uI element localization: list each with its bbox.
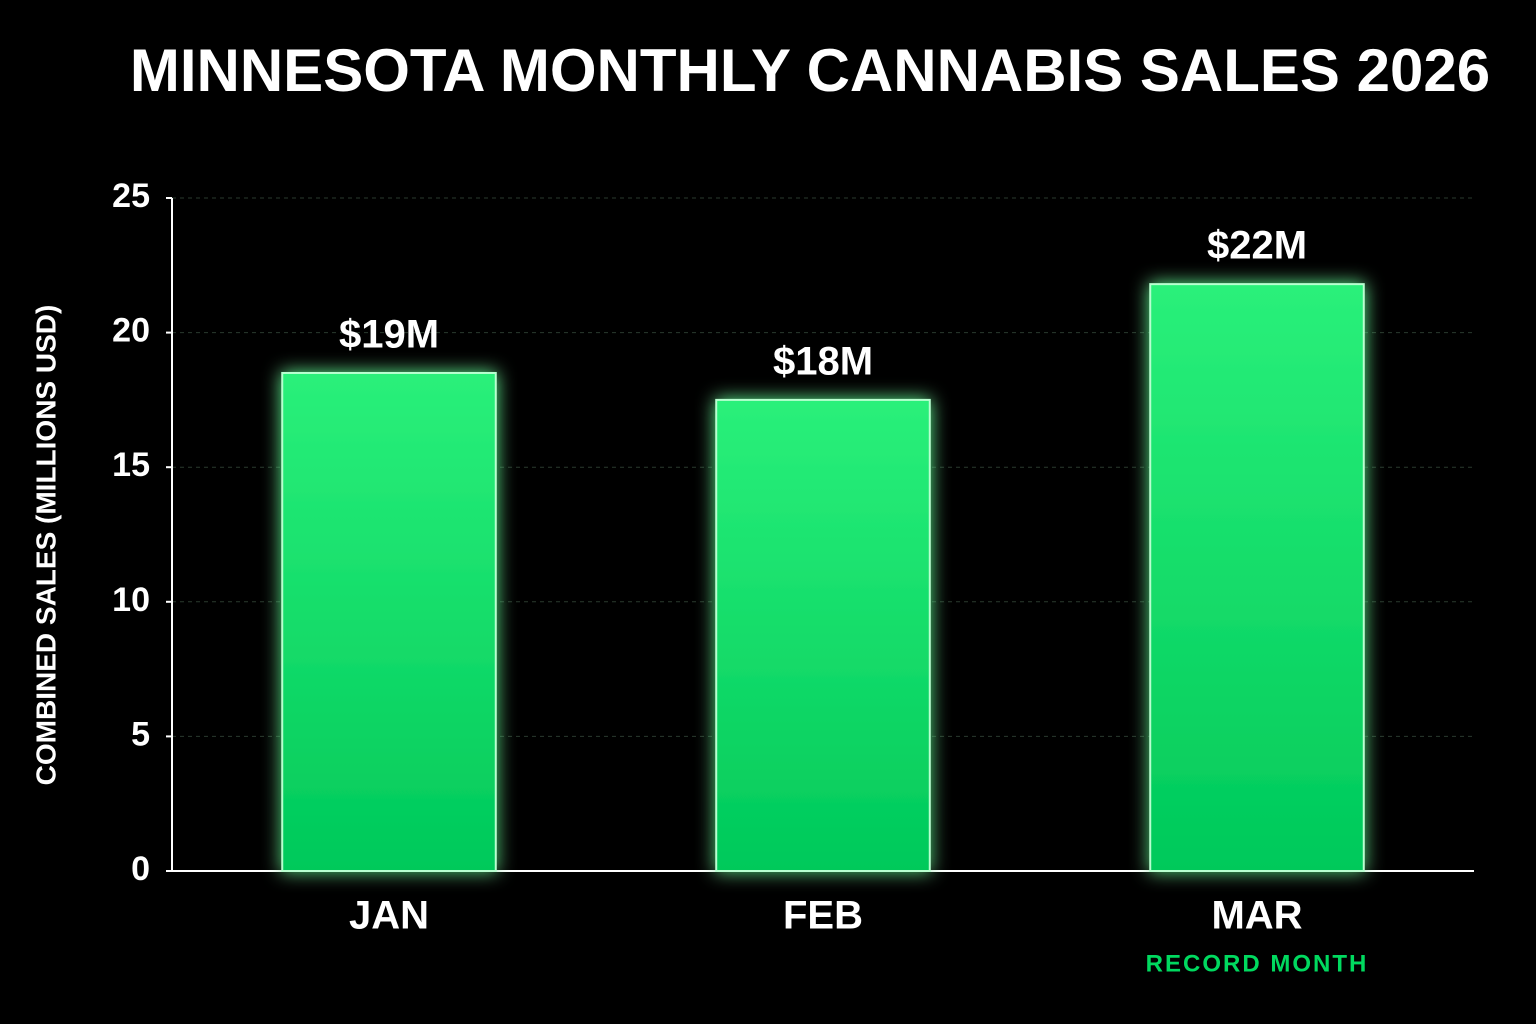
value-label: $19M: [339, 313, 439, 357]
y-tick-label: 20: [112, 312, 150, 350]
bar: [715, 398, 931, 872]
y-tick-label: 5: [131, 715, 150, 753]
bar: [281, 371, 497, 872]
value-label: $18M: [773, 339, 873, 383]
x-tick-label: JAN: [349, 894, 429, 938]
chart-title: MINNESOTA MONTHLY CANNABIS SALES 2026: [130, 37, 1490, 104]
x-tick-label: FEB: [783, 894, 863, 938]
y-tick-label: 0: [131, 850, 150, 888]
y-tick-label: 25: [112, 177, 150, 215]
bar: [1149, 283, 1365, 873]
x-tick-label: MAR: [1211, 894, 1302, 938]
y-axis-label: COMBINED SALES (MILLIONS USD): [30, 305, 61, 786]
y-tick-label: 10: [112, 581, 150, 619]
y-tick-label: 15: [112, 446, 150, 484]
annotation: RECORD MONTH: [1146, 950, 1369, 977]
value-label: $22M: [1207, 224, 1307, 268]
